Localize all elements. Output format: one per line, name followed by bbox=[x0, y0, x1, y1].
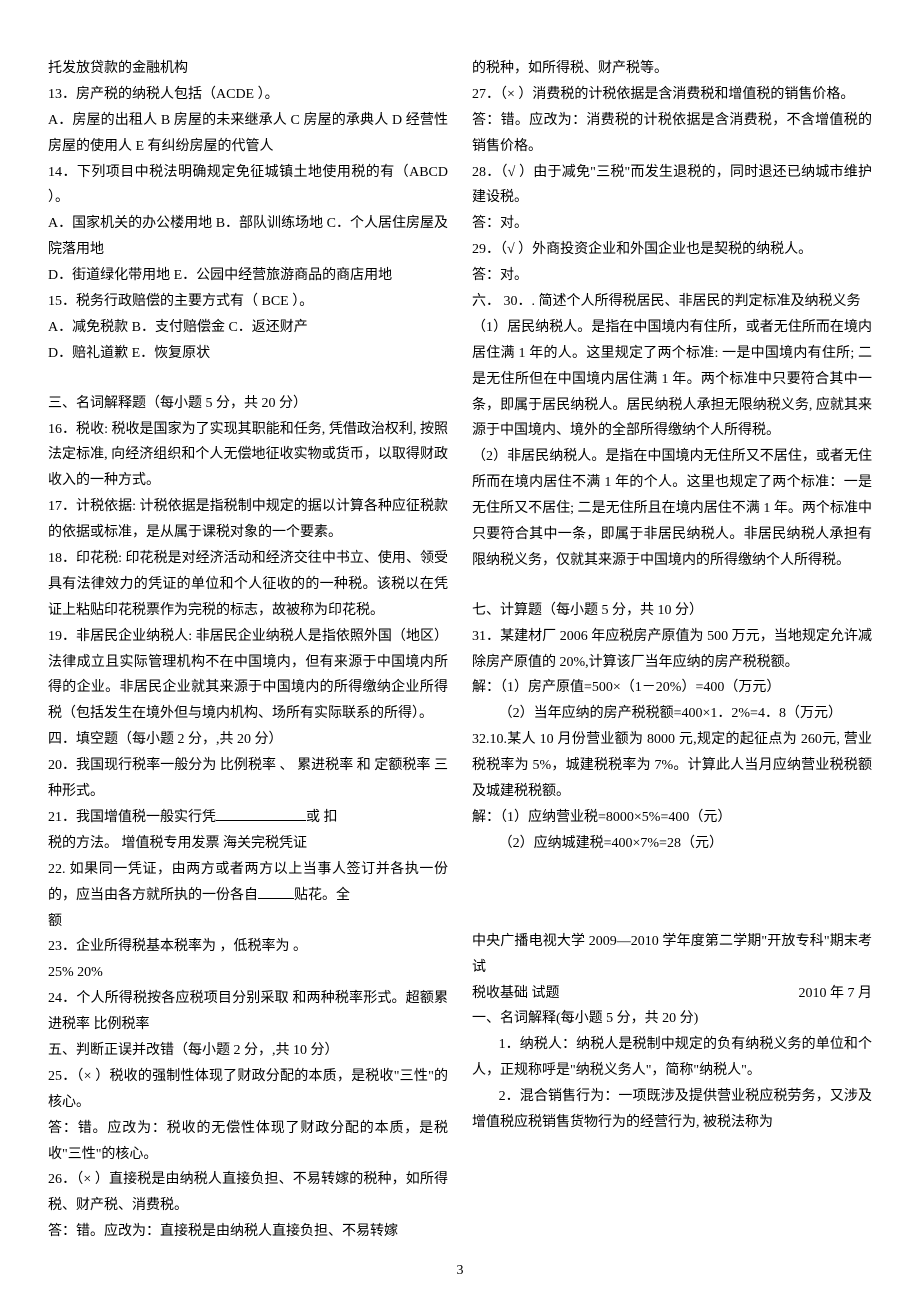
question-21c: 税的方法。 增值税专用发票 海关完税凭证 bbox=[48, 831, 448, 857]
left-column: 托发放贷款的金融机构 13．房产税的纳税人包括（ACDE ）。 A．房屋的出租人… bbox=[48, 56, 448, 1245]
question-31: 31．某建材厂 2006 年应税房产原值为 500 万元，当地规定允许减除房产原… bbox=[472, 624, 872, 676]
question-26-answer: 答：错。应改为：直接税是由纳税人直接负担、不易转嫁 bbox=[48, 1219, 448, 1245]
question-28: 28．（√ ）由于减免"三税"而发生退税的，同时退还已纳城市维护建设税。 bbox=[472, 160, 872, 212]
question-14: 14．下列项目中税法明确规定免征城镇土地使用税的有（ABCD ）。 bbox=[48, 160, 448, 212]
exam-header-1: 中央广播电视大学 2009—2010 学年度第二学期"开放专科"期末考试 bbox=[472, 929, 872, 981]
question-32: 32.10.某人 10 月份营业额为 8000 元,规定的起征点为 260元, … bbox=[472, 727, 872, 805]
line: 的税种，如所得税、财产税等。 bbox=[472, 56, 872, 82]
question-18: 18．印花税: 印花税是对经济活动和经济交往中书立、使用、领受具有法律效力的凭证… bbox=[48, 546, 448, 624]
right-column: 的税种，如所得税、财产税等。 27．（× ）消费税的计税依据是含消费税和增值税的… bbox=[472, 56, 872, 1245]
question-27: 27．（× ）消费税的计税依据是含消费税和增值税的销售价格。 bbox=[472, 82, 872, 108]
question-30b: （2）非居民纳税人。是指在中国境内无住所又不居住，或者无住所而在境内居住不满 1… bbox=[472, 444, 872, 573]
question-29-answer: 答：对。 bbox=[472, 263, 872, 289]
definition-2: 2．混合销售行为：一项既涉及提供营业税应税劳务，又涉及增值税应税销售货物行为的经… bbox=[472, 1084, 872, 1136]
question-30a: （1）居民纳税人。是指在中国境内有住所，或者无住所而在境内居住满 1 年的人。这… bbox=[472, 315, 872, 444]
section-6-heading: 六． 30．. 简述个人所得税居民、非居民的判定标准及纳税义务 bbox=[472, 289, 872, 315]
question-26: 26．（× ）直接税是由纳税人直接负担、不易转嫁的税种，如所得税、财产税、消费税… bbox=[48, 1167, 448, 1219]
question-20: 20．我国现行税率一般分为 比例税率 、 累进税率 和 定额税率 三种形式。 bbox=[48, 753, 448, 805]
question-28-answer: 答：对。 bbox=[472, 211, 872, 237]
question-21: 21．我国增值税一般实行凭或 扣 bbox=[48, 805, 448, 831]
question-25: 25．（× ）税收的强制性体现了财政分配的本质，是税收"三性"的核心。 bbox=[48, 1064, 448, 1116]
question-13: 13．房产税的纳税人包括（ACDE ）。 bbox=[48, 82, 448, 108]
section-3-heading: 三、名词解释题（每小题 5 分，共 20 分） bbox=[48, 391, 448, 417]
page-number: 3 bbox=[457, 1258, 464, 1284]
question-17: 17．计税依据: 计税依据是指税制中规定的据以计算各种应征税款的依据或标准，是从… bbox=[48, 494, 448, 546]
definition-1: 1．纳税人：纳税人是税制中规定的负有纳税义务的单位和个人，正规称呼是"纳税义务人… bbox=[472, 1032, 872, 1084]
question-23b: 25% 20% bbox=[48, 960, 448, 986]
question-32-step2: （2）应纳城建税=400×7%=28（元） bbox=[472, 831, 872, 857]
question-22c: 额 bbox=[48, 909, 448, 935]
question-32-step1: 解：（1）应纳营业税=8000×5%=400（元） bbox=[472, 805, 872, 831]
line: 托发放贷款的金融机构 bbox=[48, 56, 448, 82]
question-22: 22. 如果同一凭证，由两方或者两方以上当事人签订并各执一份的，应当由各方就所执… bbox=[48, 857, 448, 909]
question-19: 19．非居民企业纳税人: 非居民企业纳税人是指依照外国（地区）法律成立且实际管理… bbox=[48, 624, 448, 728]
section-7-heading: 七、计算题（每小题 5 分，共 10 分） bbox=[472, 598, 872, 624]
question-15-options-a: A．减免税款 B．支付赔偿金 C．返还财产 bbox=[48, 315, 448, 341]
question-29: 29．（√ ）外商投资企业和外国企业也是契税的纳税人。 bbox=[472, 237, 872, 263]
question-25-answer: 答：错。应改为：税收的无偿性体现了财政分配的本质，是税收"三性"的核心。 bbox=[48, 1116, 448, 1168]
question-31-step2: （2）当年应纳的房产税税额=400×1．2%=4．8（万元） bbox=[472, 701, 872, 727]
question-27-answer: 答：错。应改为：消费税的计税依据是含消费税，不含增值税的销售价格。 bbox=[472, 108, 872, 160]
exam-header-2: 税收基础 试题2010 年 7 月 bbox=[472, 981, 872, 1007]
question-16: 16．税收: 税收是国家为了实现其职能和任务, 凭借政治权利, 按照法定标准, … bbox=[48, 417, 448, 495]
question-31-step1: 解：（1）房产原值=500×（1－20%）=400（万元） bbox=[472, 675, 872, 701]
question-15: 15．税务行政赔偿的主要方式有（ BCE ）。 bbox=[48, 289, 448, 315]
question-14-options-b: D．街道绿化带用地 E．公园中经营旅游商品的商店用地 bbox=[48, 263, 448, 289]
question-13-options: A．房屋的出租人 B 房屋的未来继承人 C 房屋的承典人 D 经营性房屋的使用人… bbox=[48, 108, 448, 160]
section-4-heading: 四．填空题（每小题 2 分，,共 20 分） bbox=[48, 727, 448, 753]
section-1b-heading: 一、名词解释(每小题 5 分，共 20 分) bbox=[472, 1006, 872, 1032]
section-5-heading: 五、判断正误并改错（每小题 2 分，,共 10 分） bbox=[48, 1038, 448, 1064]
question-14-options-a: A．国家机关的办公楼用地 B．部队训练场地 C．个人居住房屋及院落用地 bbox=[48, 211, 448, 263]
question-15-options-b: D．赔礼道歉 E．恢复原状 bbox=[48, 341, 448, 367]
question-24: 24．个人所得税按各应税项目分别采取 和两种税率形式。超额累进税率 比例税率 bbox=[48, 986, 448, 1038]
question-23: 23．企业所得税基本税率为 ，低税率为 。 bbox=[48, 934, 448, 960]
